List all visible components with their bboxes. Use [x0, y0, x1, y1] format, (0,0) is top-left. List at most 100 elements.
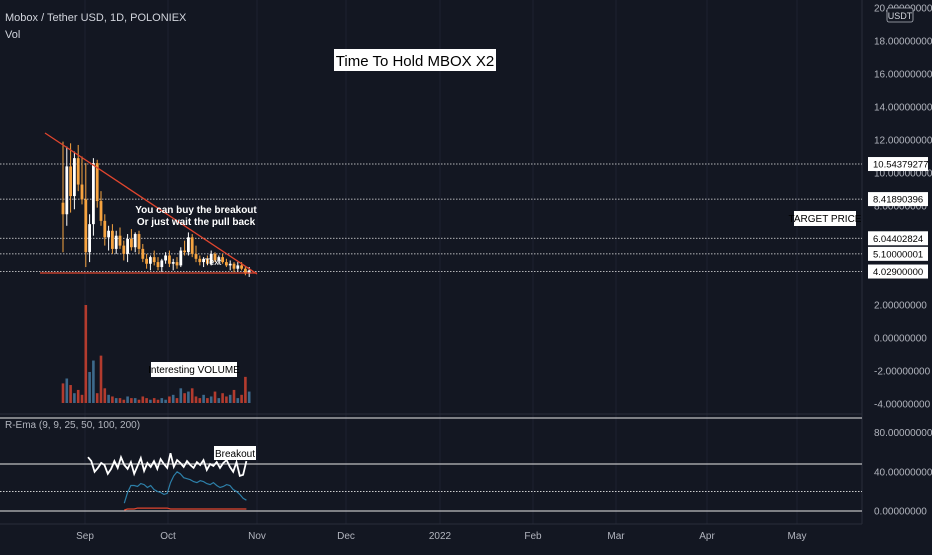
- indicator-axis-ticks: 80.00000000 40.00000000 0.00000000: [874, 428, 932, 517]
- price-level-lines: 10.54379277 8.41890396 6.04402824 5.1000000…: [0, 157, 928, 279]
- volume-bar: [80, 394, 84, 403]
- indicator-levels: [0, 417, 862, 512]
- volume-bar: [194, 396, 198, 403]
- price-level-label: 10.54379277: [873, 160, 928, 171]
- time-tick-label: Feb: [524, 531, 542, 542]
- time-tick-label: Apr: [699, 531, 715, 542]
- candlestick-series: [61, 141, 251, 277]
- volume-bar: [228, 394, 232, 403]
- volume-note-box: [151, 362, 237, 377]
- volume-bar: [76, 389, 80, 403]
- candle-body: [145, 258, 148, 264]
- time-axis-ticks: Sep Oct Nov Dec 2022 Feb Mar Apr May: [76, 531, 806, 542]
- volume-bar: [88, 371, 91, 403]
- text-marker: Text: [205, 257, 222, 267]
- target-price-box: [794, 211, 856, 226]
- candle-body: [76, 158, 80, 185]
- volume-bar: [247, 391, 251, 403]
- vertical-grid: [84, 0, 798, 524]
- time-tick-label: May: [788, 531, 807, 542]
- candle-body: [244, 268, 247, 274]
- candle-body: [141, 248, 145, 259]
- candle-body: [175, 262, 179, 266]
- volume-bar: [152, 398, 156, 403]
- volume-bars: [61, 305, 251, 403]
- indicator-tick-label: 40.00000000: [874, 467, 932, 478]
- candle-body: [168, 255, 171, 264]
- volume-bar: [171, 394, 175, 403]
- price-tick-label: 2.00000000: [874, 301, 927, 312]
- volume-bar: [130, 398, 133, 403]
- indicator-tick-label: 80.00000000: [874, 428, 932, 439]
- volume-bar: [84, 305, 88, 403]
- time-tick-label: Sep: [76, 531, 94, 542]
- volume-bar: [99, 355, 103, 403]
- volume-label: Vol: [5, 29, 20, 41]
- currency-badge-text: USDT: [888, 11, 913, 21]
- time-tick-label: Mar: [607, 531, 625, 542]
- volume-bar: [107, 394, 110, 403]
- volume-bar: [190, 388, 194, 403]
- volume-bar: [244, 376, 247, 403]
- candle-body: [107, 230, 110, 238]
- candle-body: [152, 257, 156, 263]
- price-tick-label: 16.00000000: [874, 70, 932, 81]
- time-tick-label: 2022: [429, 531, 452, 542]
- volume-bar: [175, 398, 179, 403]
- descending-trendline[interactable]: [44, 132, 258, 275]
- breakout-note-line1: You can buy the breakout: [135, 205, 257, 216]
- volume-bar: [232, 389, 236, 403]
- candle-body: [194, 253, 198, 259]
- price-level-box: [868, 264, 928, 279]
- volume-bar: [69, 385, 72, 403]
- candle-body: [114, 235, 118, 249]
- volume-bar: [133, 398, 137, 403]
- volume-bar: [183, 393, 186, 403]
- symbol-title: Mobox / Tether USD, 1D, POLONIEX: [5, 12, 187, 24]
- candle-body: [103, 220, 107, 238]
- candle-body: [122, 245, 126, 254]
- candle-body: [99, 201, 103, 221]
- price-tick-label: 12.00000000: [874, 136, 932, 147]
- price-tick-label: 0.00000000: [874, 334, 927, 345]
- candle-body: [111, 230, 114, 249]
- ema-mid-line: [123, 471, 247, 504]
- volume-bar: [141, 396, 145, 403]
- volume-bar: [61, 383, 65, 403]
- candle-body: [65, 166, 69, 215]
- candle-body: [187, 237, 190, 253]
- volume-bar: [206, 398, 209, 403]
- volume-bar: [103, 388, 107, 403]
- ema-lines: [87, 452, 248, 511]
- target-price-label: TARGET PRICE: [789, 214, 862, 225]
- volume-bar: [73, 393, 76, 403]
- volume-bar: [65, 378, 69, 403]
- candle-body: [209, 253, 213, 264]
- price-tick-label: 14.00000000: [874, 103, 932, 114]
- candle-body: [69, 166, 72, 197]
- indicator-label: R-Ema (9, 9, 25, 50, 100, 200): [5, 420, 140, 431]
- candle-body: [126, 239, 129, 254]
- candle-body: [61, 202, 65, 215]
- volume-bar: [209, 396, 213, 403]
- candle-body: [183, 250, 186, 253]
- volume-bar: [126, 396, 129, 403]
- price-level-label: 5.10000001: [873, 249, 923, 260]
- candle-body: [202, 258, 205, 263]
- candle-body: [137, 234, 141, 249]
- candle-body: [92, 163, 95, 225]
- volume-bar: [187, 391, 190, 403]
- price-level-label: 8.41890396: [873, 195, 923, 206]
- volume-bar: [114, 398, 118, 403]
- volume-bar: [164, 399, 167, 403]
- candle-body: [179, 250, 183, 266]
- price-level-box: [868, 192, 928, 207]
- price-level-label: 4.02900000: [873, 267, 923, 278]
- breakout-label: Breakout: [215, 449, 255, 460]
- currency-badge[interactable]: [886, 7, 914, 23]
- price-tick-label: 8.00000000: [874, 202, 927, 213]
- volume-bar: [156, 399, 160, 403]
